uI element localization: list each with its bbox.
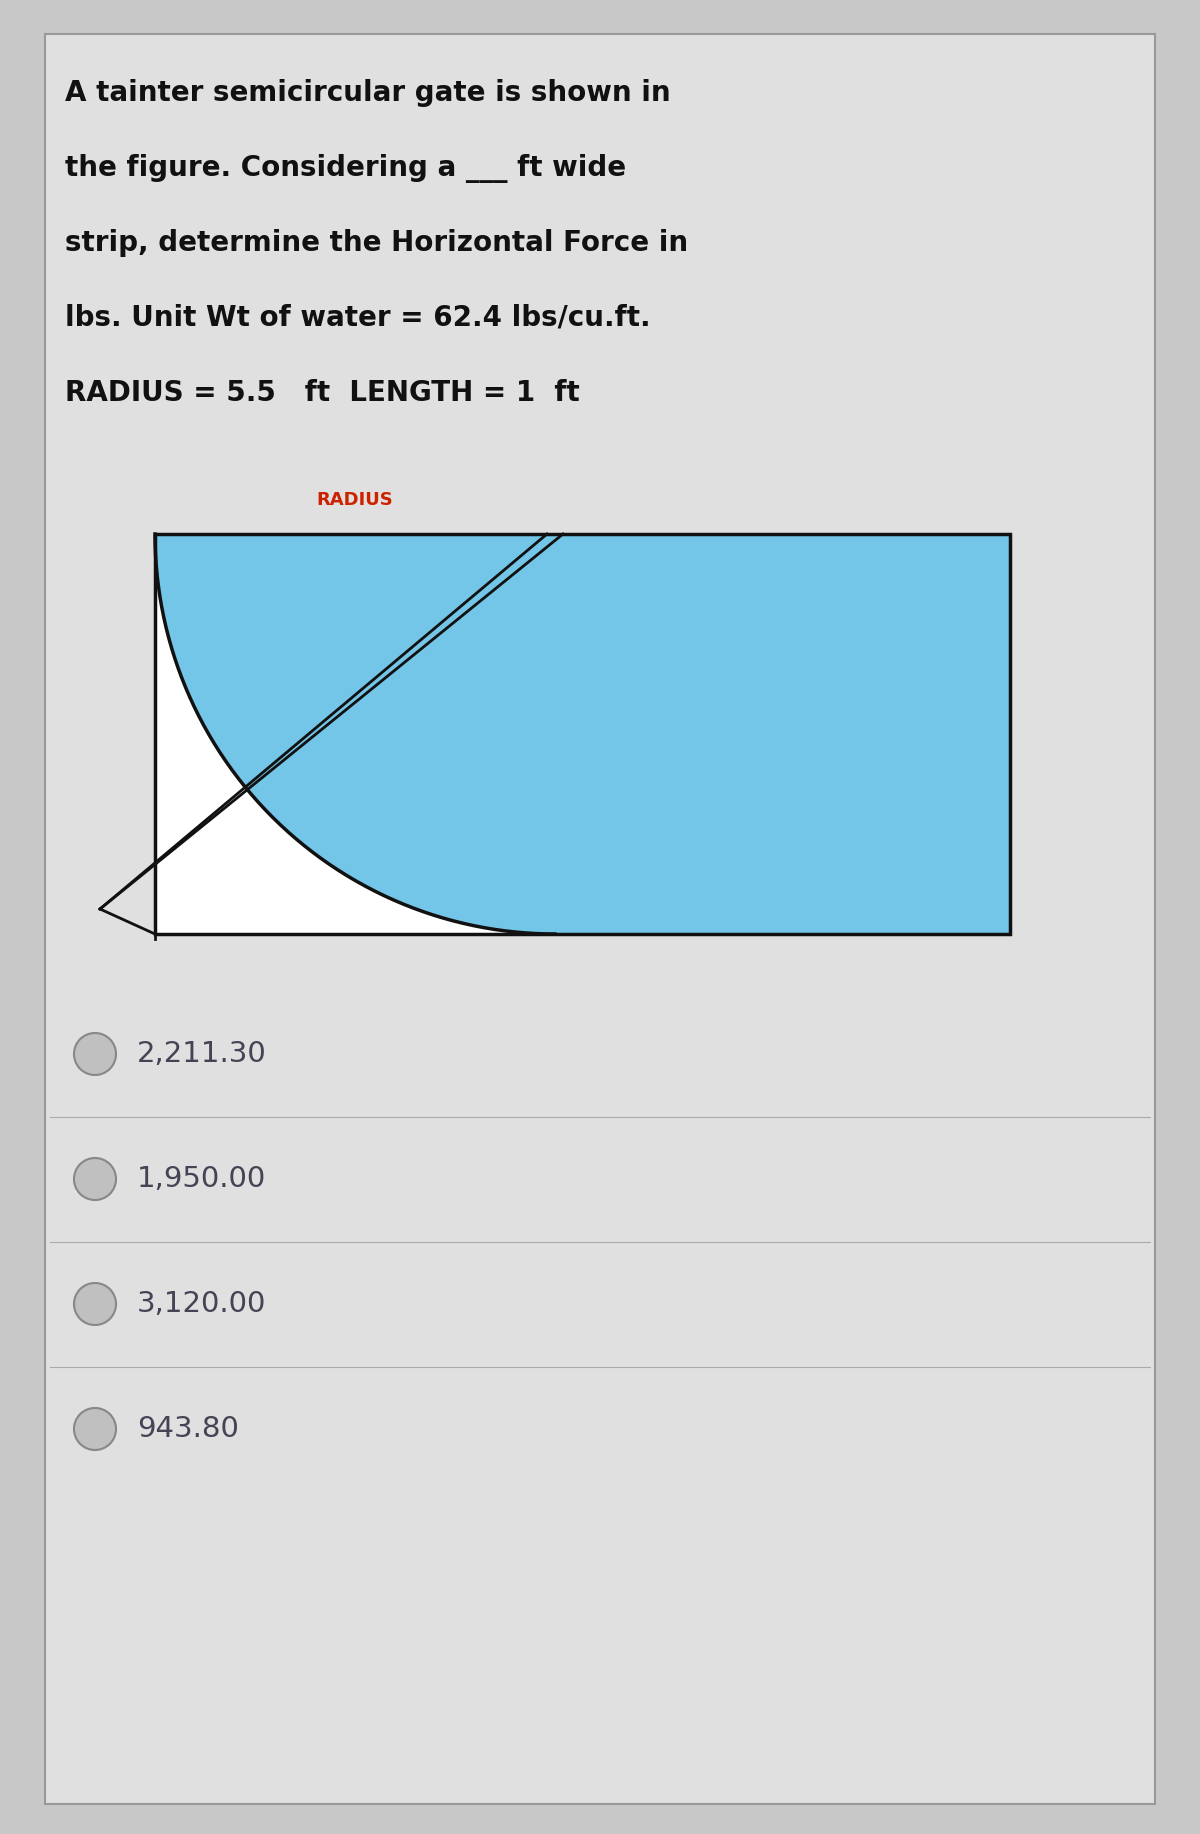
- Text: strip, determine the Horizontal Force in: strip, determine the Horizontal Force in: [65, 229, 688, 257]
- Bar: [155, 534, 1010, 934]
- Polygon shape: [155, 534, 554, 934]
- Polygon shape: [155, 534, 554, 934]
- Text: 2,211.30: 2,211.30: [137, 1040, 266, 1067]
- Text: the figure. Considering a ___ ft wide: the figure. Considering a ___ ft wide: [65, 154, 626, 183]
- Text: lbs. Unit Wt of water = 62.4 lbs/cu.ft.: lbs. Unit Wt of water = 62.4 lbs/cu.ft.: [65, 304, 650, 332]
- Text: RADIUS = 5.5   ft  LENGTH = 1  ft: RADIUS = 5.5 ft LENGTH = 1 ft: [65, 380, 580, 407]
- Circle shape: [74, 1284, 116, 1324]
- Text: A tainter semicircular gate is shown in: A tainter semicircular gate is shown in: [65, 79, 671, 106]
- FancyBboxPatch shape: [46, 35, 1154, 1805]
- Text: 943.80: 943.80: [137, 1416, 239, 1443]
- Text: 1,950.00: 1,950.00: [137, 1165, 266, 1192]
- Bar: [155, 534, 1010, 934]
- Text: 3,120.00: 3,120.00: [137, 1289, 266, 1319]
- Circle shape: [74, 1033, 116, 1075]
- Circle shape: [74, 1157, 116, 1199]
- Circle shape: [74, 1409, 116, 1451]
- Text: RADIUS: RADIUS: [317, 492, 394, 510]
